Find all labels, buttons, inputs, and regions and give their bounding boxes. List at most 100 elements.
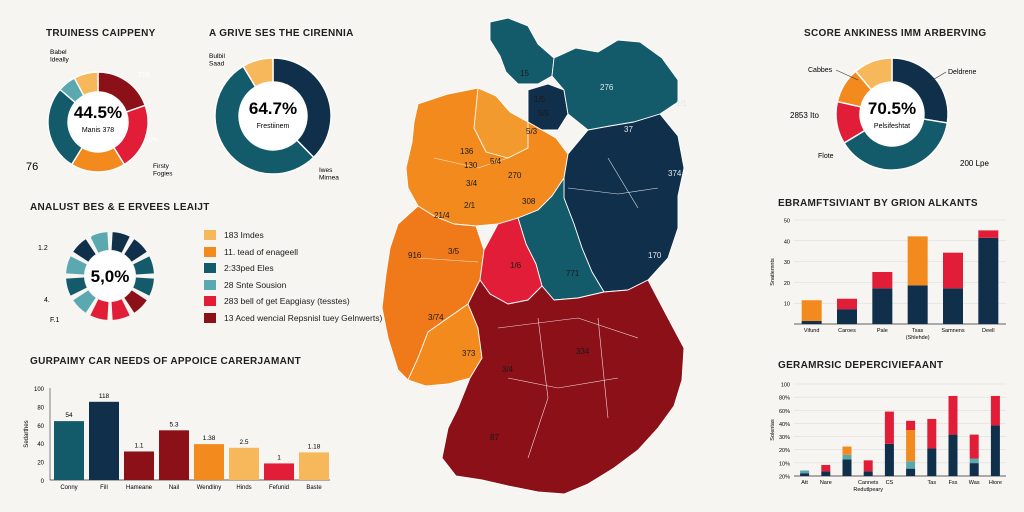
donut-1-label-br: Firsty Fogies [153,163,173,177]
x-tick-label: Hiore [989,480,1002,486]
x-tick-label: Caroes [838,328,856,334]
donut-panel-1: TRUINESS CAIPPENY 44.5% Manis 378 Babel I… [10,22,190,182]
x-tick-label: Fill [100,485,108,491]
bar-segment [863,471,873,476]
map-region-label: 2/1 [464,201,476,210]
x-sub-label: (Shlehde) [906,335,930,341]
y-tick-label: 40 [37,442,44,448]
x-tick-label: Conny [60,485,77,491]
donut-4-chart: 70.5% Pelsifeshtat Cabbes Deldrene 2853 … [790,57,989,171]
y-tick-label: 0 [41,479,45,485]
donut-1-label-bl: 76 [26,161,38,173]
bar-data-label: 118 [99,393,110,400]
region-north-east-teal [551,39,679,131]
bar-data-label: 1 [277,454,281,461]
x-tick-label: CS [886,480,894,486]
donut-1-label-r2: 1% [148,137,158,144]
y-tick-label: 30 [784,260,790,266]
bar-segment [907,236,928,286]
donut-3-slice [66,277,87,296]
donut-3-slice [133,277,154,296]
map-region-label: 1/1 [676,99,688,108]
map-region-label: 771 [566,269,580,278]
bar-segment [969,463,979,476]
y-tick-label: 30% [779,435,790,441]
bar-chart-2-title: EBRAMFTSIVIANT BY GRION ALKANTS [778,198,978,209]
region-north-navy [527,83,569,131]
bar-segment [800,473,810,476]
bar-data-label: 1.38 [203,435,216,442]
map-region-label: 3/74 [428,313,444,322]
bar-segment [927,448,937,476]
donut-1-chart: 44.5% Manis 378 Babel Ideally 216 1% Firs… [26,49,173,177]
bar-chart-1: 100 80 60 40 20 0 Sedarthes 54 Conny 118 Fill 1.1 Ha… [24,387,330,491]
donut-1-label-tl: Babel Ideally [50,49,70,63]
map-region-label: 3/5 [448,247,460,256]
bar [159,430,189,480]
donut-3-slice [73,290,96,313]
donut-4-hole [861,83,923,145]
donut-4-title: SCORE ANKINESS IMM ARBERVING [804,28,987,39]
x-tick-label: Was [969,480,980,486]
bar-segment [884,411,894,444]
map-region-label: 136 [460,147,474,156]
y-tick-label: 10 [784,302,790,308]
y-axis-label: Snatlemnts [770,258,776,286]
x-tick-label: Tsas [912,328,924,334]
x-tick-label: Baste [306,485,322,491]
legend-swatch [204,312,216,323]
y-tick-label: 50 [784,219,790,225]
x-tick-label: Hinds [236,485,251,491]
map-region-label: 5/3 [526,127,538,136]
bar-segment [978,230,999,238]
map-region-label: 5/4 [490,157,502,166]
bar-segment [842,454,852,460]
donut-4-center-value: 70.5% [868,99,916,118]
bar-segment [801,321,822,324]
x-tick-label: Tas [928,480,937,486]
bar-segment [943,252,963,289]
bar-chart-2: 50 40 30 20 10 Snatlemnts Vifund Caroes Pale Tsas… [770,219,1006,341]
donut-3-chart: 5,0% 5 1.2 4. F.1 [38,232,154,324]
bar-segment [801,300,822,322]
donut-2-slice [272,57,332,159]
x-tick-label: Wendliny [197,485,222,491]
bar-segment [821,471,831,476]
y-tick-label: 20 [37,461,44,467]
legend: 183 Imdes 11. tead of enageell 2:33ped Ele… [204,230,390,340]
bar-segment [927,418,937,449]
map-region-label: 130 [464,161,478,170]
bar-segment [948,395,958,435]
bar-chart-1-panel: GURPAIMY CAR NEEDS OF APPOICE CARERJAMAN… [10,352,340,502]
donut-4-center-sub: Pelsifeshtat [874,123,910,130]
bar-segment [969,434,979,459]
bar-segment [863,460,873,472]
bar-chart-3: 100 80% 60% 40% 30% 20% 10% 20% Solentas Att Nare C… [770,383,1006,493]
donut-2-title: A GRIVE SES THE CIRENNIA [209,28,354,39]
map-region-label: 5/5 [538,109,550,118]
y-tick-label: 100 [34,387,45,393]
map-region-label: 276 [600,83,614,92]
y-tick-label: 60 [37,424,44,430]
y-tick-label: 40% [779,422,790,428]
map-region-label: 374 [668,169,682,178]
donut-3-label-top: 5 [88,233,92,240]
donut-4-slice [843,118,949,171]
y-tick-label: 60% [779,409,790,415]
donut-3-center-value: 5,0% [91,267,130,286]
bar-data-label: 2.5 [239,439,248,446]
donut-3-slice [73,239,96,262]
bar-segment [969,458,979,464]
donut-4-label-tr: Deldrene [948,69,977,76]
legend-label: 13 Aced wencial Repsnisl tuey Gelnwerts) [224,312,383,323]
donut-3-slice [124,290,147,313]
donut-3-slice [90,299,109,320]
map-region-label: 1/5 [534,95,546,104]
y-tick-label: 100 [781,383,790,389]
donut-2-hole [240,83,306,149]
x-tick-label: Fss [949,480,958,486]
donut-4-label-tl: Cabbes [808,67,833,74]
x-tick-label: Hameane [126,485,153,491]
donut-4-label-br: 200 Lpe [960,159,989,168]
x-sub-label: Redutlpeary [853,487,883,493]
